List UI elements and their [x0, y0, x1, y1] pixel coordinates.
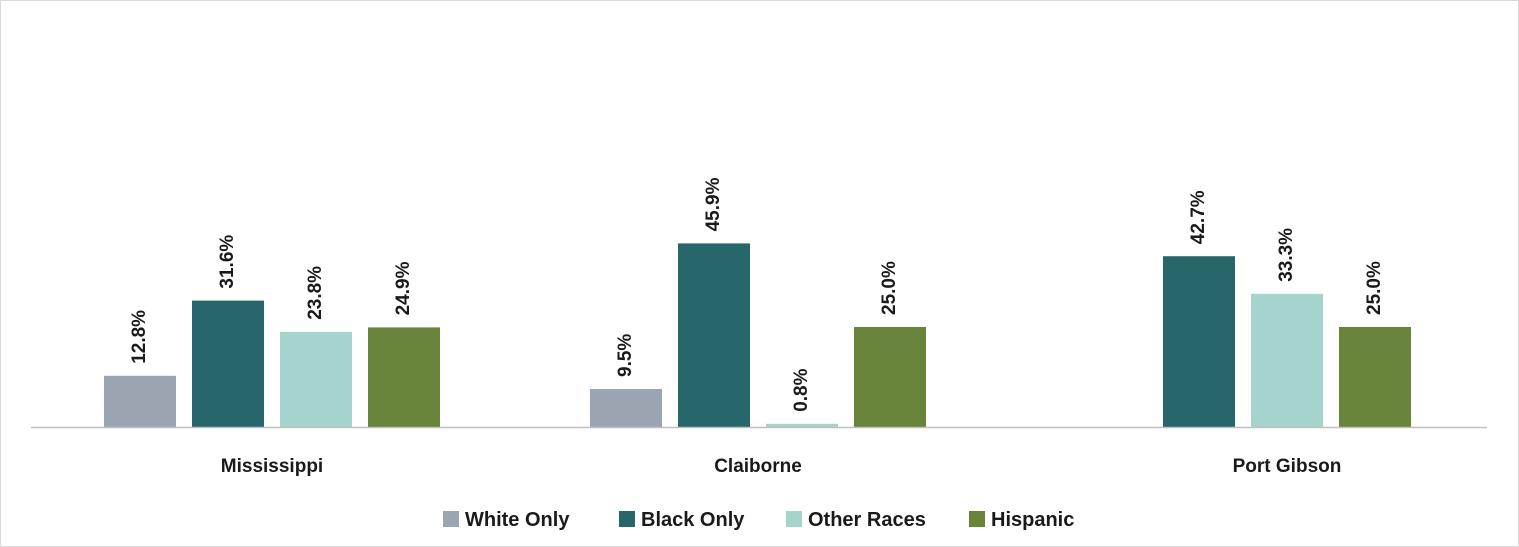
legend-label: Hispanic	[991, 509, 1074, 531]
value-label: 42.7%	[1188, 190, 1209, 244]
legend-item: Black Only	[619, 509, 745, 531]
bar-black-only-claiborne	[678, 243, 750, 427]
legend-label: White Only	[465, 509, 570, 531]
value-label: 0.8%	[791, 368, 812, 411]
legend-label: Other Races	[808, 509, 926, 531]
legend-swatch	[443, 511, 459, 527]
bar-white-only-mississippi	[104, 375, 176, 427]
legend: White Only Black Only Other Races Hispanic	[443, 509, 1074, 531]
bar-hispanic-mississippi	[368, 327, 440, 427]
bar-hispanic-claiborne	[854, 327, 926, 427]
bars-layer	[104, 243, 1411, 427]
legend-swatch	[969, 511, 985, 527]
category-labels-layer: Mississippi Claiborne Port Gibson	[221, 456, 1342, 477]
value-label: 31.6%	[217, 235, 238, 289]
legend-swatch	[786, 511, 802, 527]
category-label: Port Gibson	[1233, 456, 1342, 477]
bar-black-only-mississippi	[192, 300, 264, 427]
bar-other-races-mississippi	[280, 331, 352, 427]
value-label: 12.8%	[129, 310, 150, 364]
bar-hispanic-port-gibson	[1339, 327, 1411, 427]
value-label: 25.0%	[879, 261, 900, 315]
value-label: 33.3%	[1276, 228, 1297, 282]
legend-item: Other Races	[786, 509, 926, 531]
bar-other-races-claiborne	[766, 423, 838, 427]
value-label: 9.5%	[615, 334, 636, 377]
bar-white-only-claiborne	[590, 389, 662, 427]
value-label: 24.9%	[393, 261, 414, 315]
category-label: Mississippi	[221, 456, 323, 477]
legend-label: Black Only	[641, 509, 745, 531]
value-label: 45.9%	[703, 177, 724, 231]
value-label: 25.0%	[1364, 261, 1385, 315]
category-label: Claiborne	[714, 456, 802, 477]
value-label: 23.8%	[305, 266, 326, 320]
legend-swatch	[619, 511, 635, 527]
value-labels-layer: 12.8% 31.6% 23.8% 24.9% 9.5% 45.9% 0.8% 25.0% 42…	[129, 177, 1385, 411]
legend-item: White Only	[443, 509, 570, 531]
legend-item: Hispanic	[969, 509, 1074, 531]
bar-black-only-port-gibson	[1163, 256, 1235, 427]
bar-other-races-port-gibson	[1251, 293, 1323, 427]
